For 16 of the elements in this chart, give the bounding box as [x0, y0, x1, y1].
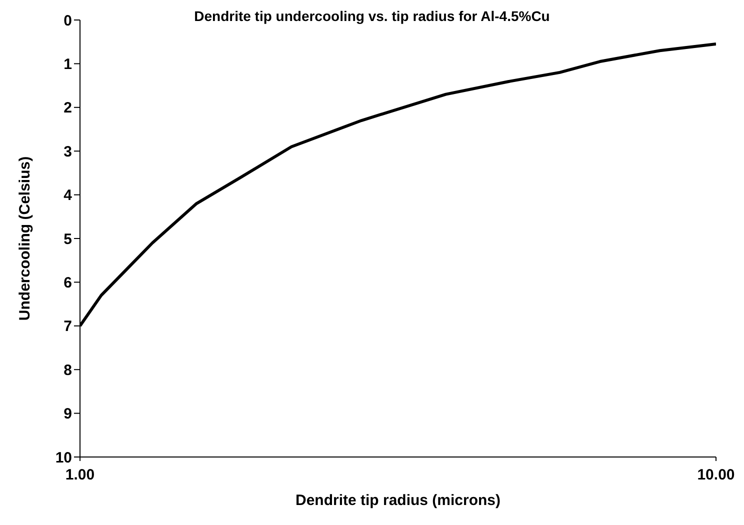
y-tick-label: 3	[64, 143, 72, 160]
y-tick-label: 8	[64, 362, 72, 379]
y-tick-label: 5	[64, 230, 72, 248]
x-tick-label: 1.00	[65, 466, 95, 484]
x-tick-label: 10.00	[697, 466, 735, 484]
x-axis-title: Dendrite tip radius (microns)	[295, 492, 501, 509]
y-axis-title: Undercooling (Celsius)	[16, 156, 34, 321]
y-tick-label: 10	[55, 449, 72, 466]
y-tick-label: 1	[64, 56, 72, 74]
y-tick-label: 4	[64, 187, 73, 204]
y-tick-label: 7	[64, 318, 72, 336]
y-tick-label: 9	[64, 406, 72, 423]
y-tick-label: 0	[64, 12, 72, 30]
chart-title: Dendrite tip undercooling vs. tip radius for Al-4.5%Cu	[194, 8, 550, 24]
y-tick-label: 6	[64, 274, 72, 292]
y-tick-label: 2	[64, 100, 72, 117]
